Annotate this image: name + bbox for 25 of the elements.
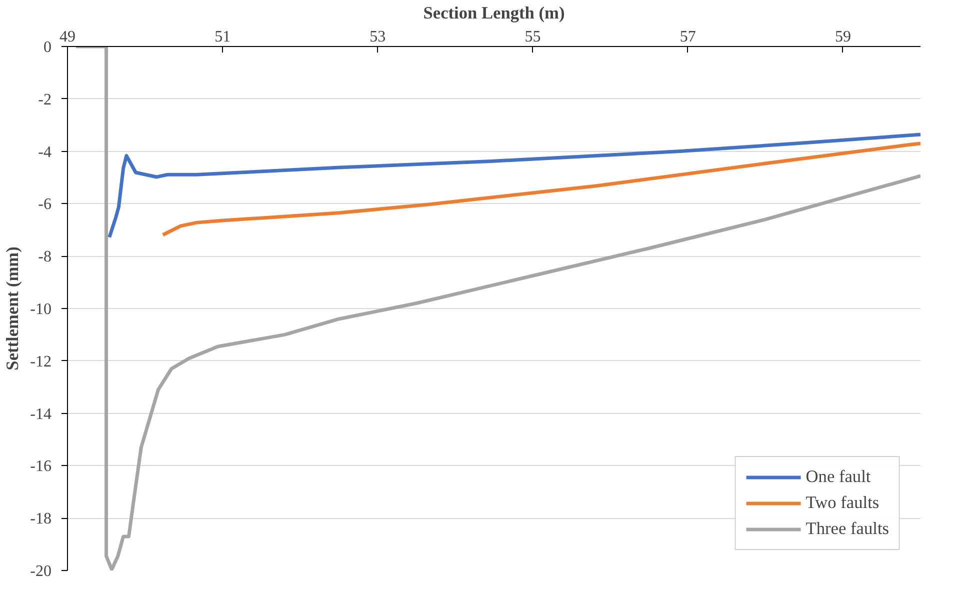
y-tick-label: -6 [38, 196, 52, 214]
line-series [161, 142, 920, 237]
x-tick-label: 51 [214, 28, 231, 46]
y-tick-label: -20 [30, 563, 52, 580]
y-tick-label: -8 [38, 248, 52, 266]
line-series [74, 46, 920, 570]
y-tick-label: -10 [30, 301, 52, 318]
x-tick-label: 55 [524, 28, 541, 46]
legend-label: One fault [806, 467, 871, 487]
x-tick-label: 49 [60, 28, 76, 46]
y-tick-label: 0 [44, 39, 52, 56]
x-tick-label: 59 [834, 28, 851, 46]
line-series [108, 132, 920, 239]
y-axis-title: Settlement (mm) [3, 246, 22, 370]
y-tick-label: -4 [38, 144, 52, 161]
y-tick-label: -18 [30, 510, 52, 528]
y-tick-label: -12 [30, 353, 52, 370]
y-tick-label: -2 [38, 91, 52, 108]
y-tick-label: -14 [30, 406, 52, 423]
y-tick-label: -16 [30, 458, 52, 476]
x-axis-title: Section Length (m) [423, 4, 565, 22]
legend-label: Two faults [806, 493, 880, 513]
x-tick-label: 57 [680, 28, 696, 46]
x-tick-label: 53 [370, 28, 386, 46]
legend-label: Three faults [806, 519, 889, 539]
